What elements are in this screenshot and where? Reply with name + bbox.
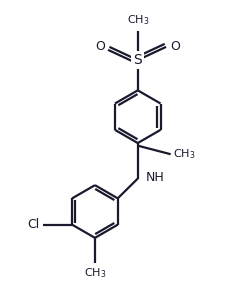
Text: CH$_3$: CH$_3$ [173, 147, 196, 161]
Text: NH: NH [146, 171, 164, 184]
Text: S: S [133, 53, 142, 67]
Text: CH$_3$: CH$_3$ [84, 266, 106, 280]
Text: O: O [96, 40, 105, 53]
Text: O: O [170, 40, 180, 53]
Text: CH$_3$: CH$_3$ [126, 13, 149, 27]
Text: Cl: Cl [28, 218, 40, 231]
